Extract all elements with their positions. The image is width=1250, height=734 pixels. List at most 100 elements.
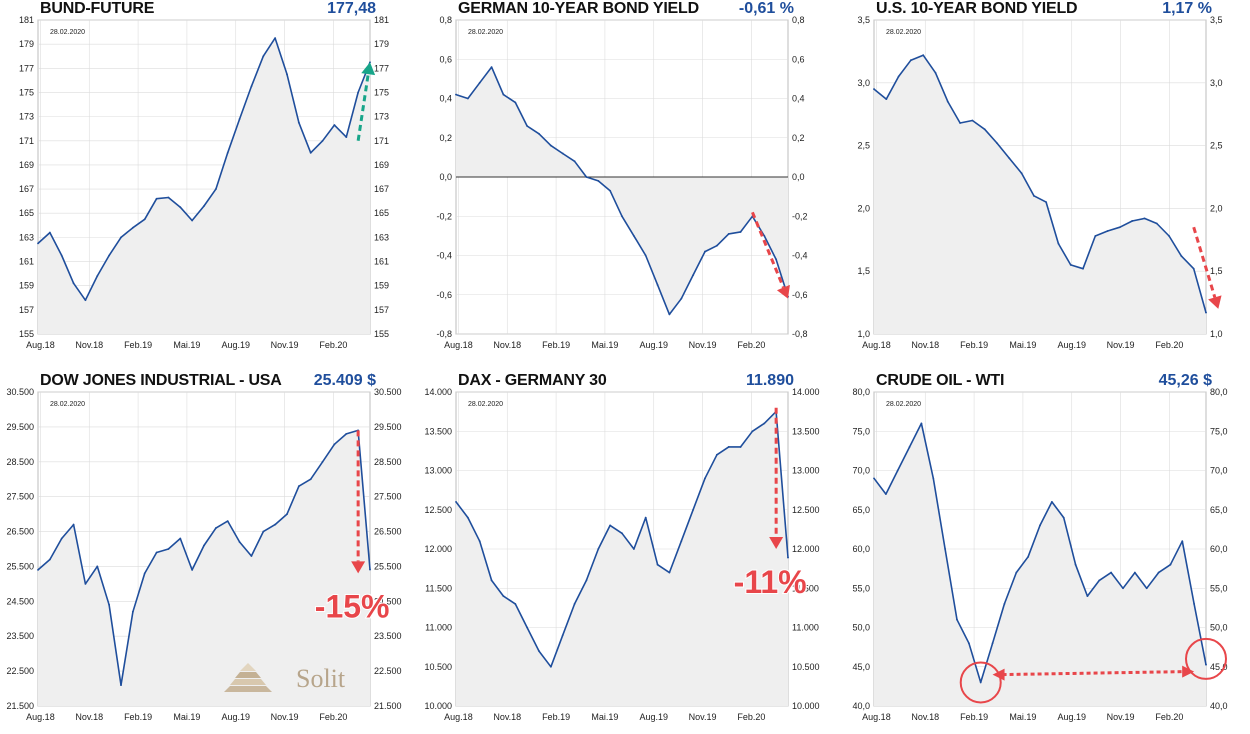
y-tick-left: 55,0 bbox=[852, 583, 870, 593]
y-tick-right: 80,0 bbox=[1210, 387, 1228, 397]
x-tick-label: Feb.20 bbox=[737, 712, 765, 722]
data-point bbox=[526, 125, 529, 127]
y-tick-right: 25.500 bbox=[374, 561, 402, 571]
y-tick-right: 29.500 bbox=[374, 422, 402, 432]
data-point bbox=[549, 144, 552, 147]
data-point bbox=[715, 244, 718, 247]
data-point bbox=[775, 258, 778, 261]
data-point bbox=[538, 132, 540, 135]
y-tick-right: 23.500 bbox=[374, 631, 402, 641]
data-point bbox=[896, 469, 899, 472]
data-point bbox=[1110, 571, 1113, 574]
data-point bbox=[155, 197, 158, 200]
y-tick-left: 80,0 bbox=[852, 387, 870, 397]
y-tick-right: 11.000 bbox=[792, 623, 819, 633]
x-tick-label: Aug.19 bbox=[639, 712, 668, 722]
y-tick-right: 155 bbox=[374, 329, 389, 339]
chart-svg-german-yield: -0,8 -0,8 -0,6 -0,6 -0,4 -0,4 -0,2 -0,2 0,0 0,0 0,… bbox=[436, 15, 808, 350]
data-point bbox=[262, 530, 265, 533]
annotation-arrow-head bbox=[769, 537, 784, 549]
y-tick-left: 21.500 bbox=[6, 701, 34, 711]
data-point bbox=[1050, 501, 1053, 503]
data-point bbox=[991, 642, 994, 645]
y-tick-right: 1,5 bbox=[1210, 266, 1223, 276]
y-tick-left: 175 bbox=[19, 87, 34, 97]
y-tick-right: 70,0 bbox=[1210, 466, 1228, 476]
y-tick-right: -0,2 bbox=[792, 211, 808, 221]
x-tick-label: Aug.19 bbox=[1057, 340, 1086, 350]
x-tick-label: Nov.19 bbox=[689, 712, 717, 722]
data-point bbox=[1098, 579, 1101, 582]
data-point bbox=[48, 558, 51, 561]
y-tick-left: 161 bbox=[19, 257, 34, 267]
data-point bbox=[1003, 603, 1006, 605]
y-tick-left: 171 bbox=[19, 136, 34, 146]
y-tick-right: -0,8 bbox=[792, 329, 808, 339]
y-tick-right: 159 bbox=[374, 281, 389, 291]
y-tick-left: 0,2 bbox=[439, 133, 452, 143]
data-point bbox=[191, 219, 194, 222]
data-point bbox=[1168, 235, 1171, 237]
data-point bbox=[502, 93, 505, 96]
y-tick-left: 27.500 bbox=[6, 492, 34, 502]
chart-value: 11.890 bbox=[745, 372, 794, 389]
chart-svg-wti: 40,0 40,0 45,0 45,0 50,0 50,0 55,0 55,0 60,0 60,0… bbox=[852, 387, 1228, 722]
solit-logo: Solit bbox=[224, 663, 346, 693]
data-point bbox=[297, 121, 300, 124]
y-tick-left: -0,4 bbox=[436, 251, 452, 261]
y-tick-right: 10.500 bbox=[792, 662, 820, 672]
chart-panel-german-yield: GERMAN 10-YEAR BOND YIELD -0,61 % -0,8 -0… bbox=[418, 0, 828, 362]
chart-value: -0,61 % bbox=[738, 0, 794, 17]
y-tick-right: 179 bbox=[374, 39, 389, 49]
chart-title: GERMAN 10-YEAR BOND YIELD bbox=[458, 0, 699, 17]
data-point bbox=[250, 85, 253, 88]
data-point bbox=[573, 603, 576, 605]
data-point bbox=[934, 71, 937, 74]
x-tick-label: Mai.19 bbox=[173, 712, 200, 722]
y-tick-left: 167 bbox=[19, 184, 34, 194]
data-point bbox=[1205, 311, 1207, 314]
data-point bbox=[538, 650, 540, 652]
chart-svg-dow: 21.500 21.500 22.500 22.500 23.500 23.500 24.5… bbox=[6, 387, 402, 722]
data-point bbox=[214, 527, 217, 529]
chart-title: CRUDE OIL - WTI bbox=[876, 372, 1005, 389]
logo-name: Solit bbox=[296, 664, 346, 693]
y-tick-left: 50,0 bbox=[852, 623, 870, 633]
data-point bbox=[345, 136, 348, 139]
data-point bbox=[226, 520, 229, 522]
y-tick-left: 177 bbox=[19, 63, 34, 73]
y-tick-left: 0,8 bbox=[439, 15, 452, 25]
data-point bbox=[763, 422, 766, 425]
chart-panel-bund: BUND-FUTURE 177,48 155 155 157 157 159 159 161… bbox=[0, 0, 410, 362]
data-point bbox=[466, 97, 469, 100]
data-point bbox=[561, 152, 564, 155]
data-point bbox=[131, 226, 134, 229]
data-point bbox=[1119, 226, 1121, 229]
x-tick-label: Feb.20 bbox=[737, 340, 765, 350]
data-point bbox=[959, 122, 961, 124]
x-tick-label: Mai.19 bbox=[1009, 712, 1036, 722]
data-point bbox=[191, 569, 194, 571]
x-tick-label: Feb.20 bbox=[1155, 712, 1183, 722]
annotation-circle bbox=[1185, 637, 1227, 680]
data-point bbox=[203, 544, 205, 547]
data-point bbox=[1106, 230, 1109, 232]
chart-date-label: 28.02.2020 bbox=[886, 401, 921, 408]
data-point bbox=[715, 453, 718, 456]
data-point bbox=[179, 206, 182, 209]
data-point bbox=[455, 93, 457, 96]
y-tick-left: 1,0 bbox=[857, 329, 870, 339]
x-tick-label: Nov.19 bbox=[1107, 340, 1135, 350]
y-tick-right: 40,0 bbox=[1210, 701, 1228, 711]
data-point bbox=[108, 254, 111, 257]
data-point bbox=[763, 234, 766, 237]
annotation-arrow bbox=[751, 211, 785, 289]
x-tick-label: Nov.18 bbox=[911, 340, 939, 350]
x-tick-label: Feb.19 bbox=[124, 340, 152, 350]
data-point bbox=[979, 681, 982, 684]
data-point bbox=[1027, 555, 1030, 558]
data-point bbox=[478, 81, 481, 84]
y-tick-right: 12.500 bbox=[792, 505, 820, 515]
data-point bbox=[922, 54, 925, 57]
data-point bbox=[609, 524, 612, 527]
